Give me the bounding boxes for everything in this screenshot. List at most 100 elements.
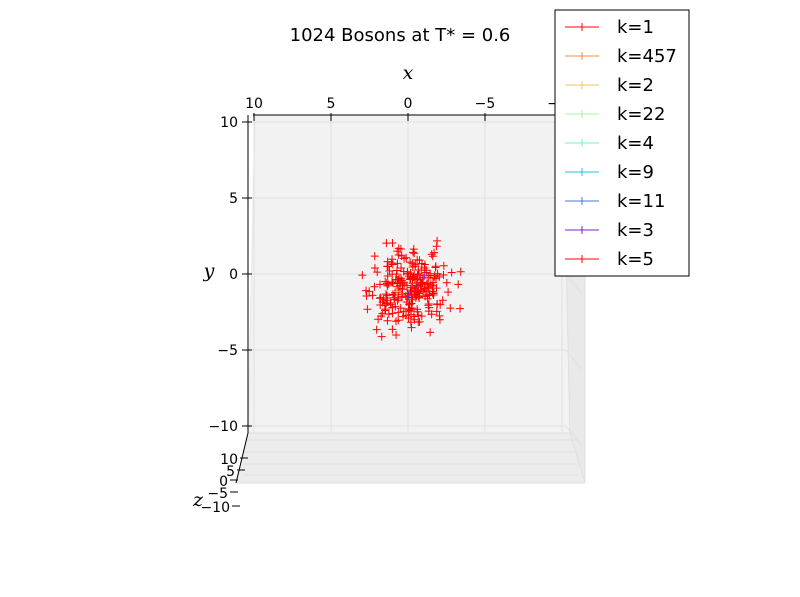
legend-swatch-marker — [578, 139, 586, 147]
legend-swatch-marker — [578, 52, 586, 60]
scatter-point — [394, 295, 403, 304]
x-tick-label: 10 — [245, 96, 263, 112]
scatter-point — [435, 311, 444, 320]
scatter-point — [432, 274, 441, 283]
scatter-point — [406, 286, 415, 295]
legend-swatch-marker — [578, 81, 586, 89]
y-tick-label: 5 — [229, 191, 238, 207]
scatter-point — [444, 288, 453, 297]
scatter-point — [404, 314, 413, 323]
scatter-point — [393, 247, 402, 256]
scatter-point — [398, 290, 407, 299]
scatter-point — [405, 305, 414, 314]
scatter-point — [382, 239, 391, 248]
scatter-point — [446, 304, 455, 313]
scatter-point — [372, 325, 381, 334]
y-tick-label: 10 — [220, 115, 238, 131]
scatter-point — [373, 268, 382, 277]
scatter-point — [454, 280, 463, 289]
scatter-point — [396, 304, 405, 313]
legend-swatch-marker — [578, 110, 586, 118]
scatter-point — [390, 295, 399, 304]
scatter-point — [393, 296, 402, 305]
scatter-point — [424, 300, 433, 309]
legend-label: k=457 — [617, 46, 677, 67]
scatter-point — [363, 305, 372, 314]
legend-label: k=2 — [617, 75, 654, 96]
y-tick-label: −5 — [217, 343, 238, 359]
scatter-point — [404, 272, 413, 281]
scatter-point — [370, 252, 379, 261]
scatter-point — [393, 266, 402, 275]
scatter-point — [396, 281, 405, 290]
grid-line-y-side — [565, 273, 583, 295]
scatter-point — [433, 236, 442, 245]
scatter-point — [376, 293, 385, 302]
scatter-point — [383, 281, 392, 290]
scatter-point — [370, 282, 379, 291]
legend-swatch-marker — [578, 226, 586, 234]
scatter-point — [403, 267, 412, 276]
scatter-point — [377, 332, 386, 341]
z-tick-label: −10 — [200, 500, 230, 516]
scatter-point — [383, 316, 392, 325]
scatter-point — [426, 328, 435, 337]
axes-panes — [235, 114, 586, 484]
scatter-point — [400, 254, 409, 263]
scatter-point — [402, 253, 411, 262]
y-ticks: 10 5 0 −5 −10 — [208, 115, 252, 435]
scatter-point — [447, 268, 456, 277]
scatter-point — [432, 307, 441, 316]
grid-line-y-side — [565, 349, 583, 371]
grid-line-y-side — [565, 425, 583, 447]
scatter-point — [414, 311, 423, 320]
y-tick-label: 0 — [229, 267, 238, 283]
legend-label: k=4 — [617, 133, 654, 154]
x-tick-label: −5 — [475, 96, 496, 112]
scatter-point — [439, 270, 448, 279]
scatter-point — [394, 251, 403, 260]
scatter-point — [418, 273, 427, 282]
scatter-point — [381, 277, 390, 286]
scatter-point — [423, 294, 432, 303]
scatter-point — [456, 304, 465, 313]
scatter-point — [393, 259, 402, 268]
z-tick-label: 0 — [219, 474, 228, 490]
scatter-point — [407, 299, 416, 308]
legend-label: k=3 — [617, 220, 654, 241]
scatter-point — [377, 312, 386, 321]
z-tick-label: 5 — [226, 464, 235, 480]
scatter-point — [394, 316, 403, 325]
scatter-point — [438, 296, 447, 305]
scatter-point — [433, 300, 442, 309]
x-axis-label: x — [403, 62, 414, 84]
scatter-point — [442, 278, 451, 287]
scatter-point — [424, 284, 433, 293]
scatter-point — [439, 261, 448, 270]
scatter-point — [433, 269, 442, 278]
scatter-point — [368, 291, 377, 300]
scatter-point — [416, 282, 425, 291]
scatter-point — [410, 284, 419, 293]
scatter-point — [394, 308, 403, 317]
x-tick-label: 5 — [327, 96, 336, 112]
z-tick-label: 10 — [220, 452, 238, 468]
legend-swatch-marker — [578, 255, 586, 263]
scatter-point — [408, 295, 417, 304]
scatter-point — [388, 255, 397, 264]
z-axis-label: z — [192, 489, 204, 511]
scatter-point — [406, 318, 415, 327]
scatter-point — [429, 289, 438, 298]
scatter-point — [388, 303, 397, 312]
scatter-point — [382, 294, 391, 303]
scatter-point — [413, 271, 422, 280]
scatter-point — [392, 330, 401, 339]
legend-label: k=22 — [617, 104, 665, 125]
scatter-point — [417, 259, 426, 268]
scatter-point — [409, 312, 418, 321]
scatter-point — [383, 271, 392, 280]
scatter-point — [428, 252, 437, 261]
chart-title: 1024 Bosons at T* = 0.6 — [290, 25, 511, 46]
x-tick-label: 0 — [404, 96, 413, 112]
